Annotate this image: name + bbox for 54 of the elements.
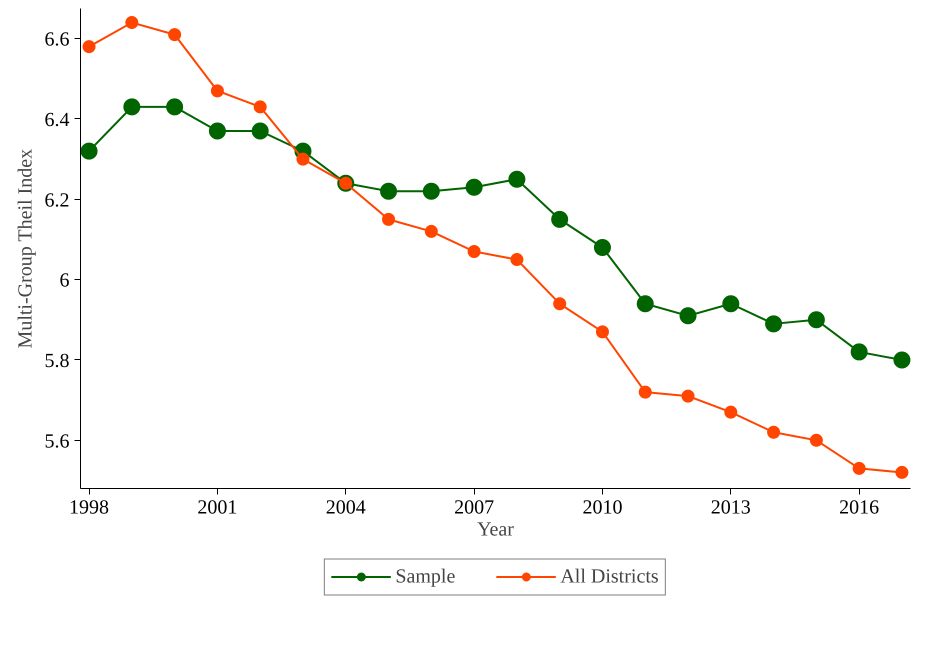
point <box>80 142 98 160</box>
point <box>810 434 823 447</box>
point <box>895 466 908 479</box>
point <box>210 84 224 98</box>
x-tick-label: 2001 <box>197 496 238 518</box>
point <box>893 351 910 368</box>
point <box>596 325 609 338</box>
y-tick-label: 6.6 <box>44 28 70 51</box>
point <box>508 170 526 188</box>
point <box>850 343 868 360</box>
x-tick-label: 2004 <box>326 496 366 518</box>
legend-label: Sample <box>395 565 456 588</box>
point <box>722 295 740 312</box>
legend-label: All Districts <box>560 565 659 588</box>
y-tick-label: 6 <box>60 270 70 292</box>
point <box>168 28 182 42</box>
point <box>636 295 654 312</box>
point <box>123 98 140 116</box>
point <box>510 253 524 266</box>
point <box>296 152 310 166</box>
point <box>767 426 780 439</box>
point <box>638 386 652 399</box>
point <box>466 178 483 196</box>
point <box>852 462 866 475</box>
y-tick-label: 5.6 <box>44 430 70 452</box>
point <box>765 315 782 332</box>
y-tick-label: 6.2 <box>44 189 70 212</box>
point <box>125 16 138 30</box>
point <box>468 245 481 258</box>
point <box>82 40 96 54</box>
x-tick-label: 2013 <box>710 496 751 518</box>
point <box>252 122 269 140</box>
x-tick-label: 2010 <box>582 496 622 518</box>
y-tick-label: 5.8 <box>44 350 70 372</box>
point <box>724 406 738 419</box>
y-axis-title: Multi-Group Theil Index <box>14 148 36 348</box>
x-tick-label: 2016 <box>839 496 880 518</box>
point <box>422 182 440 200</box>
point <box>553 297 566 310</box>
point <box>682 390 695 403</box>
point <box>680 307 697 324</box>
x-tick-label: 1998 <box>69 496 110 518</box>
point <box>254 100 267 114</box>
point <box>424 224 438 238</box>
x-axis-title: Year <box>477 518 514 540</box>
y-tick-label: 6.4 <box>44 108 70 131</box>
point <box>380 182 398 200</box>
point <box>382 212 396 226</box>
point <box>594 239 611 256</box>
x-tick-label: 2007 <box>454 496 494 518</box>
point <box>166 98 184 116</box>
point <box>208 122 226 140</box>
point <box>808 311 825 328</box>
point <box>551 210 568 228</box>
